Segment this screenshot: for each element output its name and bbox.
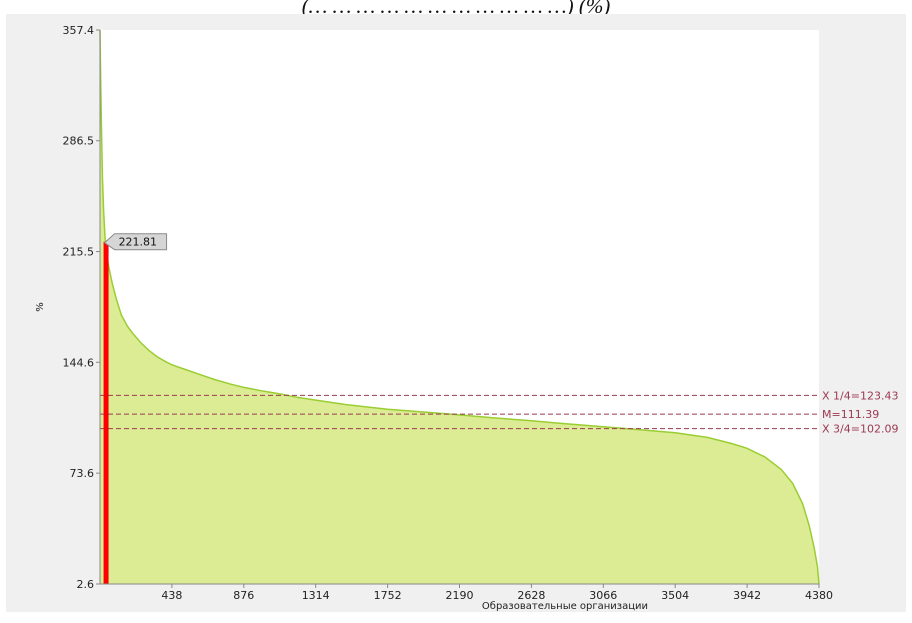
chart-frame: X 1/4=123.43 M=111.39 X 3/4=102.09 221.81 … <box>6 14 906 612</box>
highlight-callout-box <box>103 233 168 251</box>
reference-label-2: X 3/4=102.09 <box>822 423 898 436</box>
x-tick-label-4: 2190 <box>446 589 474 602</box>
y-tick-label-1: 73.6 <box>70 467 95 480</box>
chart: X 1/4=123.43M=111.39X 3/4=102.09 221.81 … <box>35 24 898 612</box>
axes: 2.6 73.6 144.6 215.5 286.5 357.4 438 876 1314 175… <box>63 24 834 602</box>
x-tick-label-1: 876 <box>233 589 254 602</box>
area-line-series-0 <box>99 29 820 585</box>
area-layer <box>99 29 820 585</box>
highlight-layer: 221.81 <box>103 233 168 584</box>
y-tick-label-3: 215.5 <box>63 246 95 259</box>
reference-lines: X 1/4=123.43 M=111.39 X 3/4=102.09 <box>100 389 898 436</box>
x-tick-label-5: 2628 <box>517 589 545 602</box>
x-tick-label-7: 3504 <box>661 589 689 602</box>
x-tick-label-6: 3066 <box>589 589 617 602</box>
y-tick-label-2: 144.6 <box>63 356 95 369</box>
y-tick-label-5: 357.4 <box>63 24 95 37</box>
y-tick-label-4: 286.5 <box>63 135 95 148</box>
highlight-bar <box>103 241 109 584</box>
x-tick-label-2: 1314 <box>302 589 330 602</box>
x-axis-label: Образовательные организации <box>482 601 648 612</box>
y-axis-label: % <box>35 302 46 312</box>
x-tick-label-0: 438 <box>161 589 182 602</box>
x-tick-label-9: 4380 <box>805 589 833 602</box>
chart-caption: (… … … … … … … … … … …) (%) <box>301 0 611 16</box>
area-fill-series-0 <box>100 30 819 584</box>
x-tick-label-8: 3942 <box>733 589 761 602</box>
reference-label-1: M=111.39 <box>822 408 879 421</box>
highlight-callout-label: 221.81 <box>119 236 158 249</box>
y-tick-label-0: 2.6 <box>77 578 95 591</box>
reference-label-0: X 1/4=123.43 <box>822 389 898 402</box>
x-tick-label-3: 1752 <box>374 589 402 602</box>
